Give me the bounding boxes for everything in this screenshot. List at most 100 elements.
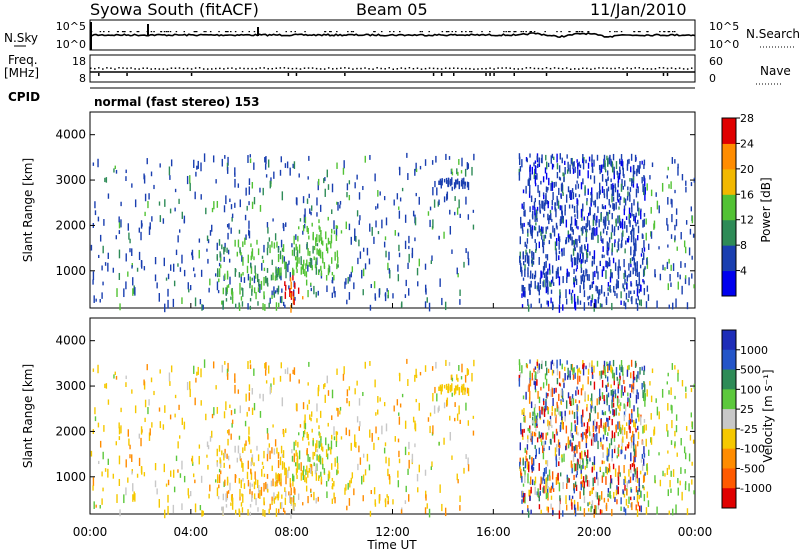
power-cell [307,227,309,235]
velocity-cell [290,487,292,496]
nsearch-dot [248,31,250,33]
power-cell [636,264,638,273]
power-cell [246,265,249,274]
power-cell [534,280,536,289]
velocity-cell [627,392,629,397]
velocity-cell [615,367,618,376]
power-cell [229,276,231,285]
x-tick-label: 00:00 [73,525,108,539]
power-cell [320,237,323,245]
power-cell [625,240,627,245]
power-cell [597,271,599,280]
power-cell [293,269,295,276]
power-cell [279,275,281,279]
velocity-cell [550,440,552,445]
velocity-cell [546,432,549,436]
power-cell [335,235,338,241]
power-cell [577,169,579,179]
power-cell [293,161,296,169]
velocity-cell [612,389,614,395]
velocity-cell [101,498,103,505]
velocity-cell [590,506,592,513]
velocity-cell [631,502,633,511]
power-cell [120,201,122,207]
nave-dot [315,67,318,70]
nsearch-dot [609,31,611,33]
power-cell [625,292,628,300]
velocity-cell [584,391,586,400]
power-cell [623,173,625,179]
velocity-cell [234,445,236,453]
nsearch-dot [108,31,110,33]
velocity-cell [672,469,675,477]
power-cell [280,156,282,163]
power-cell [302,196,305,204]
velocity-cell [274,496,277,500]
velocity-cell [533,407,536,415]
power-cell [394,230,396,236]
power-cell [638,278,641,285]
velocity-cell [542,406,544,412]
power-cell [570,254,573,262]
power-cell [132,288,134,296]
velocity-cell [591,369,593,373]
velocity-cell [545,466,547,474]
nave-dot [400,67,403,69]
velocity-cell [309,456,311,463]
power-cell [446,191,449,200]
velocity-cell [570,460,573,468]
velocity-cell [541,406,543,415]
velocity-cell [637,425,639,431]
velocity-cell [217,496,220,500]
nsearch-dot [103,31,105,33]
velocity-cell [323,384,325,390]
velocity-cell [264,363,266,369]
power-cell [621,218,624,225]
velocity-cell [540,476,542,485]
power-cell [558,276,561,286]
velocity-cell [554,408,556,416]
velocity-cell [424,469,427,476]
power-cell [615,202,617,210]
power-cell [635,238,637,245]
velocity-cell [234,384,236,394]
freq-dip [489,73,491,76]
power-cell [310,261,312,268]
velocity-cell [538,447,541,455]
power-cell [248,230,251,239]
power-cell [327,216,329,221]
power-cell [459,289,461,296]
velocity-cell [530,401,533,409]
velocity-cell [450,384,452,393]
power-cell [603,291,606,297]
power-cell [283,224,285,232]
nave-dot [251,67,253,70]
velocity-cell [447,385,449,393]
velocity-cell [601,475,604,483]
velocity-cell [574,481,577,488]
velocity-cell [650,437,652,443]
power-cell [545,186,548,193]
power-cell [303,259,305,266]
velocity-cell [416,473,419,482]
power-cell [337,256,339,264]
velocity-cell [183,475,186,483]
power-cell [314,264,317,269]
power-cell [613,228,616,236]
power-cell [650,207,652,214]
power-cell [651,162,654,168]
velocity-cell [307,433,309,441]
velocity-cell [587,376,589,385]
power-cell [522,261,525,266]
velocity-cell [659,479,662,487]
velocity-cell [398,458,401,464]
power-cell [428,302,431,312]
velocity-cell [573,504,576,510]
power-cell [97,158,99,168]
velocity-cell [680,438,682,446]
power-cell [557,266,559,275]
velocity-cell [587,418,590,423]
power-cell [159,163,161,168]
power-cell [429,219,431,228]
power-cell [634,262,636,272]
